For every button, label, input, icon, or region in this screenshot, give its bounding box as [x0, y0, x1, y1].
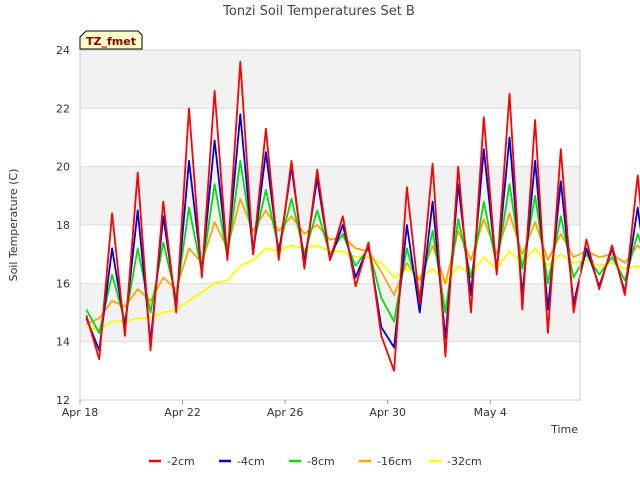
y-tick-label: 22 [56, 102, 70, 115]
x-tick-label: Apr 22 [164, 406, 201, 419]
y-tick-label: 16 [56, 277, 70, 290]
plot-band [80, 166, 580, 225]
chart-title: Tonzi Soil Temperatures Set B [222, 4, 415, 19]
badge-label: TZ_fmet [86, 35, 136, 48]
x-axis-label: Time [550, 423, 578, 436]
x-tick-label: Apr 26 [267, 406, 304, 419]
x-tick-label: May 4 [474, 406, 507, 419]
y-tick-label: 18 [56, 219, 70, 232]
legend-label: -4cm [237, 455, 265, 468]
axes: 12 14 16 18 20 22 24 Apr 18 Apr 22 Apr 26 Apr 30 Ma… [56, 44, 581, 419]
series-line--2cm [85, 60, 640, 372]
legend-label: -2cm [167, 455, 195, 468]
badge-box [79, 30, 143, 50]
y-tick-label: 24 [56, 44, 70, 57]
legend-label: -32cm [447, 455, 482, 468]
legend: -2cm -4cm -8cm -16cm -32cm [149, 455, 482, 468]
plot-band [80, 50, 580, 109]
series-line--32cm [86, 244, 640, 331]
y-tick-label: 12 [56, 394, 70, 407]
y-tick-label: 20 [56, 161, 70, 174]
x-tick-label: Apr 18 [62, 406, 99, 419]
plot-frame [79, 49, 581, 401]
series-lines [85, 60, 640, 372]
x-tick-label: Apr 30 [369, 406, 406, 419]
site-badge: TZ_fmet [79, 30, 143, 50]
y-tick-label: 14 [56, 336, 70, 349]
legend-label: -8cm [307, 455, 335, 468]
legend-label: -16cm [377, 455, 412, 468]
y-axis-label: Soil Temperature (C) [7, 169, 20, 282]
